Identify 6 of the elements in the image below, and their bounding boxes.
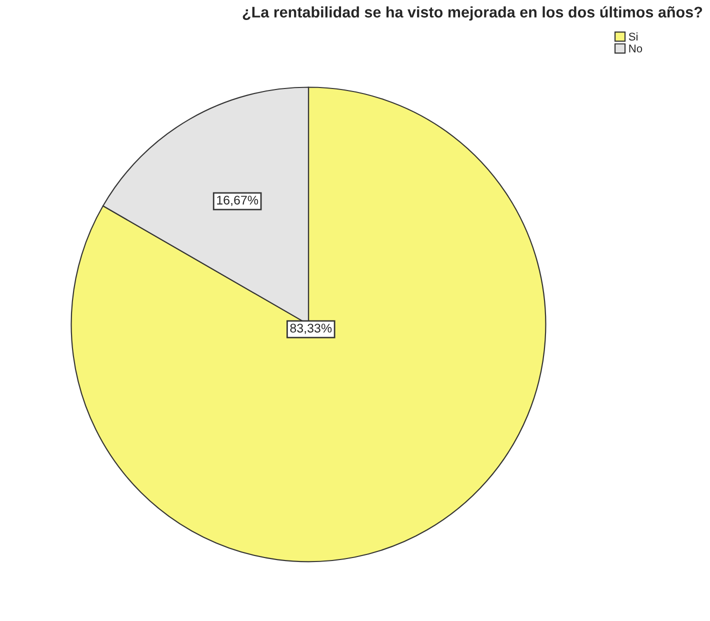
- data-label: 83,33%: [290, 324, 332, 334]
- data-label: 16,67%: [217, 196, 258, 206]
- legend-label: No: [629, 44, 642, 52]
- legend-label: Si: [628, 32, 638, 41]
- pie-slice: [70, 86, 546, 562]
- chart-title: ¿La rentabilidad se ha visto mejorada en los dos últimos años?: [242, 6, 702, 21]
